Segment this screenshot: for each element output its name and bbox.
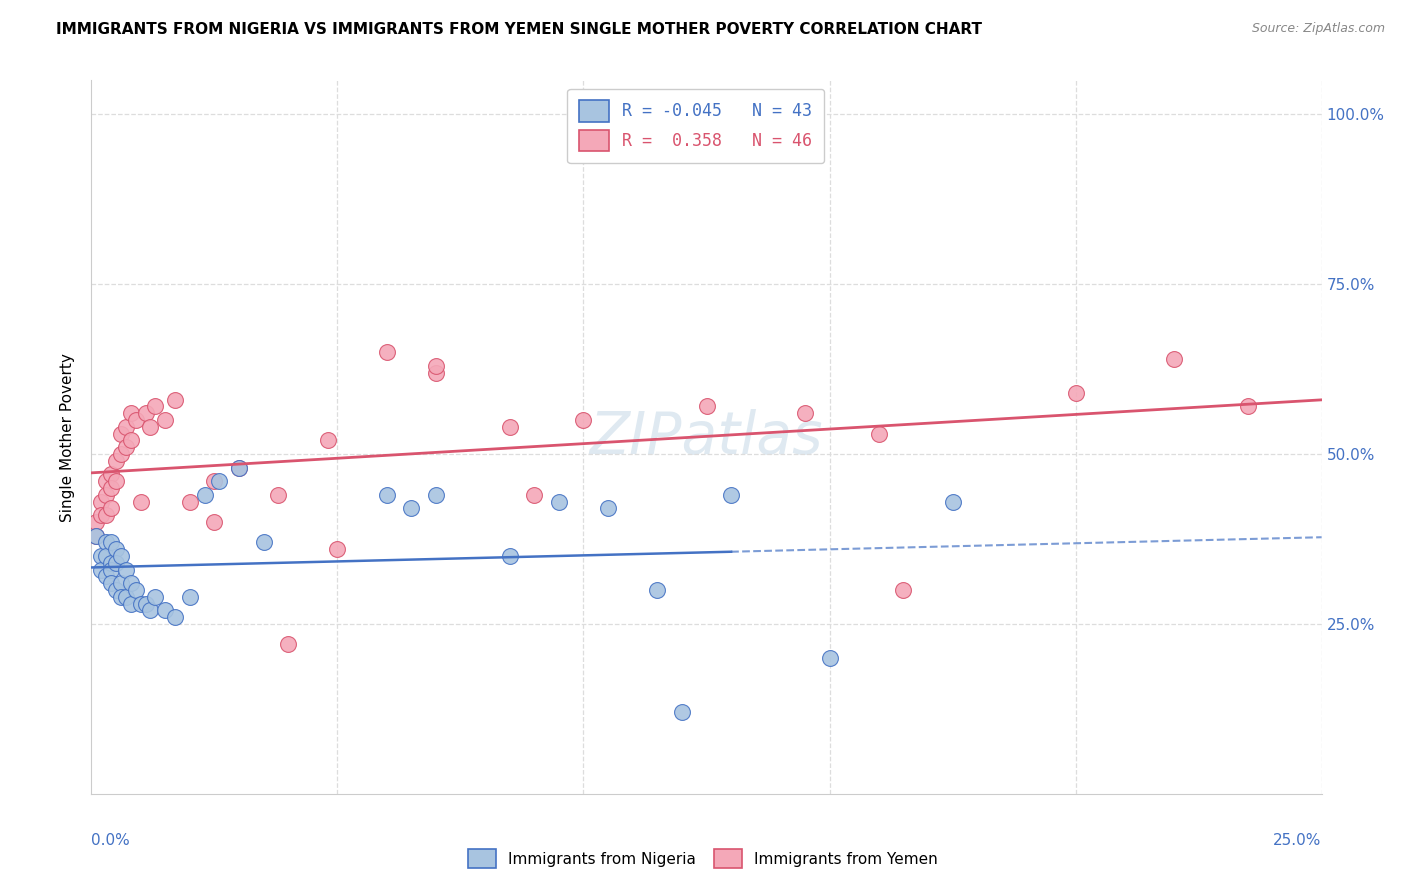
- Point: [100, 481, 122, 495]
- Point: [135, 597, 156, 611]
- Point: [114, 563, 138, 577]
- Point: [277, 637, 299, 651]
- Point: [110, 447, 132, 461]
- Point: [96, 488, 117, 502]
- Point: [100, 535, 122, 549]
- Point: [596, 501, 619, 516]
- Point: [645, 582, 669, 597]
- Point: [129, 494, 152, 508]
- Point: [375, 345, 398, 359]
- Legend: Immigrants from Nigeria, Immigrants from Yemen: Immigrants from Nigeria, Immigrants from…: [463, 843, 943, 874]
- Point: [100, 556, 122, 570]
- Point: [202, 475, 225, 489]
- Point: [1064, 385, 1087, 400]
- Point: [720, 488, 742, 502]
- Point: [425, 488, 447, 502]
- Point: [86, 528, 108, 542]
- Point: [90, 549, 112, 563]
- Point: [1237, 400, 1260, 414]
- Point: [86, 515, 108, 529]
- Point: [145, 400, 166, 414]
- Point: [163, 610, 186, 624]
- Point: [547, 494, 569, 508]
- Point: [120, 434, 142, 448]
- Point: [695, 400, 717, 414]
- Point: [110, 576, 132, 591]
- Point: [105, 582, 127, 597]
- Point: [90, 563, 112, 577]
- Point: [1163, 351, 1185, 366]
- Point: [891, 582, 914, 597]
- Point: [208, 475, 231, 489]
- Legend: R = -0.045   N = 43, R =  0.358   N = 46: R = -0.045 N = 43, R = 0.358 N = 46: [567, 88, 824, 163]
- Text: 25.0%: 25.0%: [1274, 833, 1322, 848]
- Point: [96, 508, 117, 523]
- Point: [114, 590, 138, 604]
- Point: [100, 501, 122, 516]
- Point: [145, 590, 166, 604]
- Point: [90, 508, 112, 523]
- Point: [139, 420, 162, 434]
- Point: [110, 426, 132, 441]
- Point: [498, 420, 520, 434]
- Y-axis label: Single Mother Poverty: Single Mother Poverty: [60, 352, 76, 522]
- Point: [316, 434, 339, 448]
- Point: [100, 576, 122, 591]
- Point: [120, 597, 142, 611]
- Point: [793, 406, 815, 420]
- Text: ZIPatlas: ZIPatlas: [589, 409, 824, 466]
- Point: [100, 467, 122, 482]
- Point: [572, 413, 595, 427]
- Point: [267, 488, 290, 502]
- Point: [425, 359, 447, 373]
- Point: [124, 582, 146, 597]
- Point: [326, 542, 349, 557]
- Point: [375, 488, 398, 502]
- Point: [96, 475, 117, 489]
- Point: [110, 590, 132, 604]
- Point: [179, 494, 201, 508]
- Point: [110, 549, 132, 563]
- Point: [124, 413, 146, 427]
- Point: [253, 535, 276, 549]
- Point: [96, 535, 117, 549]
- Point: [153, 603, 177, 617]
- Point: [90, 494, 112, 508]
- Point: [399, 501, 422, 516]
- Point: [202, 515, 225, 529]
- Point: [120, 576, 142, 591]
- Point: [671, 706, 693, 720]
- Text: IMMIGRANTS FROM NIGERIA VS IMMIGRANTS FROM YEMEN SINGLE MOTHER POVERTY CORRELATI: IMMIGRANTS FROM NIGERIA VS IMMIGRANTS FR…: [56, 22, 983, 37]
- Point: [114, 440, 138, 454]
- Point: [86, 528, 108, 542]
- Text: Source: ZipAtlas.com: Source: ZipAtlas.com: [1251, 22, 1385, 36]
- Point: [105, 475, 127, 489]
- Point: [100, 563, 122, 577]
- Point: [120, 406, 142, 420]
- Point: [129, 597, 152, 611]
- Point: [179, 590, 201, 604]
- Point: [163, 392, 186, 407]
- Point: [941, 494, 963, 508]
- Point: [105, 542, 127, 557]
- Point: [228, 460, 250, 475]
- Point: [135, 406, 156, 420]
- Point: [425, 366, 447, 380]
- Point: [228, 460, 250, 475]
- Point: [498, 549, 520, 563]
- Point: [868, 426, 890, 441]
- Point: [114, 420, 138, 434]
- Point: [818, 651, 841, 665]
- Point: [153, 413, 177, 427]
- Point: [96, 549, 117, 563]
- Point: [523, 488, 546, 502]
- Point: [96, 569, 117, 583]
- Point: [193, 488, 217, 502]
- Point: [105, 556, 127, 570]
- Point: [105, 454, 127, 468]
- Point: [139, 603, 162, 617]
- Text: 0.0%: 0.0%: [91, 833, 131, 848]
